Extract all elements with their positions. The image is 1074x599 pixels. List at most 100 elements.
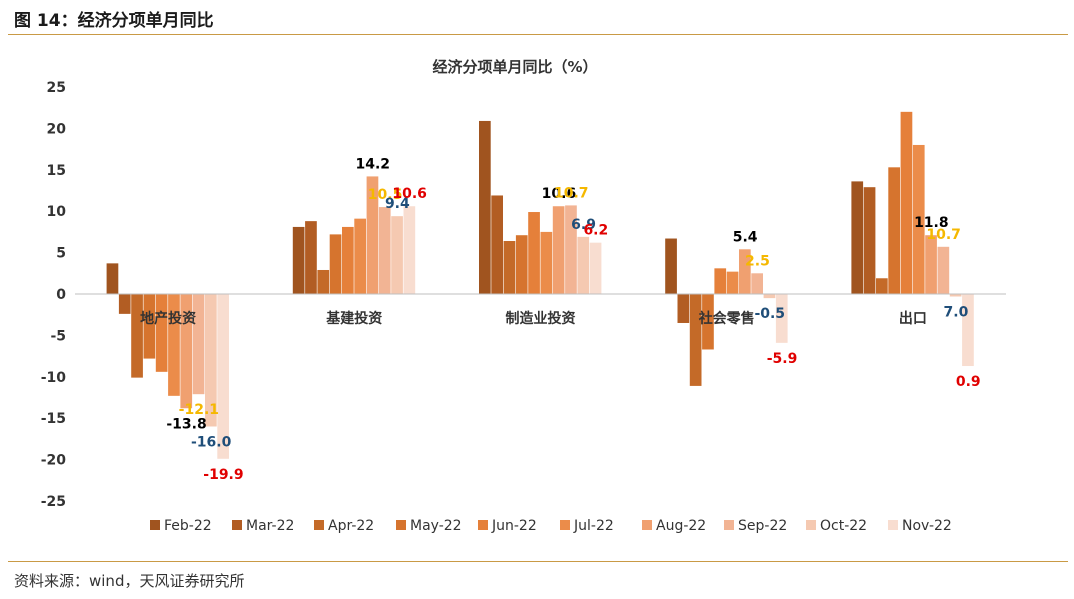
bar bbox=[851, 181, 864, 294]
y-tick-label: -10 bbox=[41, 370, 67, 386]
bar bbox=[900, 111, 913, 294]
y-tick-label: 0 bbox=[56, 287, 66, 303]
category-label: 地产投资 bbox=[140, 310, 196, 327]
chart-title: 经济分项单月同比（%） bbox=[432, 58, 597, 76]
legend-swatch bbox=[724, 520, 734, 530]
legend-label: Oct-22 bbox=[820, 518, 867, 534]
bar bbox=[292, 226, 305, 294]
bar bbox=[540, 231, 553, 294]
bar bbox=[863, 187, 876, 294]
data-label: 11.8 bbox=[914, 215, 949, 231]
legend-swatch bbox=[478, 520, 488, 530]
bar bbox=[491, 195, 503, 294]
bar bbox=[949, 294, 962, 297]
data-label: 14.2 bbox=[355, 156, 390, 172]
bar bbox=[118, 294, 131, 314]
legend-swatch bbox=[642, 520, 652, 530]
legend-label: Jun-22 bbox=[491, 518, 537, 534]
category-label: 出口 bbox=[899, 310, 927, 327]
data-label: 6.2 bbox=[583, 223, 608, 239]
bar bbox=[317, 269, 330, 294]
bar bbox=[937, 246, 950, 294]
bar bbox=[714, 268, 727, 294]
bar bbox=[751, 273, 763, 294]
bar bbox=[912, 144, 925, 294]
bar bbox=[479, 120, 491, 294]
bar bbox=[528, 212, 540, 294]
bar bbox=[665, 238, 677, 294]
y-tick-label: 25 bbox=[47, 80, 66, 96]
data-label: 2.5 bbox=[745, 253, 770, 269]
legend-label: May-22 bbox=[410, 518, 462, 534]
bar bbox=[888, 167, 900, 294]
legend-swatch bbox=[888, 520, 898, 530]
y-tick-label: -15 bbox=[41, 411, 66, 427]
data-label: 10.6 bbox=[542, 186, 577, 202]
legend-swatch bbox=[806, 520, 816, 530]
data-label: 10.5 bbox=[368, 187, 403, 203]
y-axis: 25 20 15 10 5 0 -5 -10 -15 -20 -25 bbox=[41, 80, 67, 510]
data-label: 7.0 bbox=[944, 304, 969, 320]
legend-label: Feb-22 bbox=[164, 518, 212, 534]
data-label: 0.9 bbox=[956, 374, 981, 390]
bar bbox=[205, 294, 217, 427]
bar bbox=[378, 207, 391, 294]
legend-label: Jul-22 bbox=[573, 518, 614, 534]
figure-title: 图 14：经济分项单月同比 bbox=[14, 11, 214, 31]
data-label: 5.4 bbox=[733, 229, 758, 245]
y-tick-label: 20 bbox=[47, 121, 67, 137]
bar bbox=[763, 294, 776, 299]
bar bbox=[143, 294, 156, 359]
bar bbox=[131, 294, 143, 378]
bars bbox=[106, 111, 974, 459]
bar bbox=[552, 206, 565, 294]
data-labels: -13.8-12.1-16.0-19.914.210.59.410.6 10.61… bbox=[166, 156, 980, 482]
bar bbox=[366, 176, 379, 294]
legend-swatch bbox=[396, 520, 406, 530]
bar bbox=[962, 294, 974, 367]
legend-swatch bbox=[560, 520, 570, 530]
bar bbox=[106, 263, 119, 294]
bar bbox=[329, 234, 342, 294]
bar bbox=[503, 241, 516, 294]
bar bbox=[403, 206, 416, 294]
category-labels: 地产投资 基建投资 制造业投资 社会零售 出口 bbox=[140, 310, 927, 327]
legend-swatch bbox=[150, 520, 160, 530]
legend-label: Aug-22 bbox=[656, 518, 706, 534]
data-label: 10.7 bbox=[554, 185, 589, 201]
bar bbox=[305, 221, 317, 294]
y-tick-label: -5 bbox=[50, 328, 66, 344]
data-label: 10.7 bbox=[926, 227, 961, 243]
data-label: -19.9 bbox=[203, 467, 243, 483]
data-label: -16.0 bbox=[191, 434, 232, 450]
data-label: 10.6 bbox=[392, 186, 427, 202]
bar bbox=[739, 249, 751, 294]
bar bbox=[180, 294, 193, 409]
bar bbox=[726, 271, 739, 294]
data-label: -5.9 bbox=[767, 351, 798, 367]
legend-label: Apr-22 bbox=[328, 518, 374, 534]
category-label: 社会零售 bbox=[698, 310, 755, 327]
y-tick-label: -25 bbox=[41, 494, 66, 510]
source-note: 资料来源：wind，天风证券研究所 bbox=[14, 572, 245, 590]
bar bbox=[589, 242, 602, 294]
bar bbox=[155, 294, 168, 372]
y-tick-label: -20 bbox=[41, 453, 67, 469]
bar bbox=[192, 294, 205, 395]
legend: Feb-22 Mar-22 Apr-22 May-22 Jun-22 Jul-22 Aug-… bbox=[150, 518, 952, 534]
bar-chart: 经济分项单月同比（%） 25 20 15 10 5 0 -5 -10 -15 -20 -25 地产投… bbox=[41, 58, 1006, 534]
data-label: 9.4 bbox=[385, 196, 410, 212]
bar bbox=[515, 235, 528, 294]
data-label: -12.1 bbox=[179, 402, 219, 418]
legend-swatch bbox=[314, 520, 324, 530]
bar bbox=[925, 235, 937, 294]
data-label: 6.9 bbox=[571, 217, 596, 233]
bar bbox=[876, 278, 888, 294]
bar bbox=[168, 294, 180, 396]
legend-label: Sep-22 bbox=[738, 518, 787, 534]
y-tick-label: 10 bbox=[47, 204, 67, 220]
bar bbox=[702, 294, 714, 350]
legend-label: Mar-22 bbox=[246, 518, 294, 534]
bar bbox=[354, 218, 366, 294]
bar bbox=[677, 294, 690, 323]
